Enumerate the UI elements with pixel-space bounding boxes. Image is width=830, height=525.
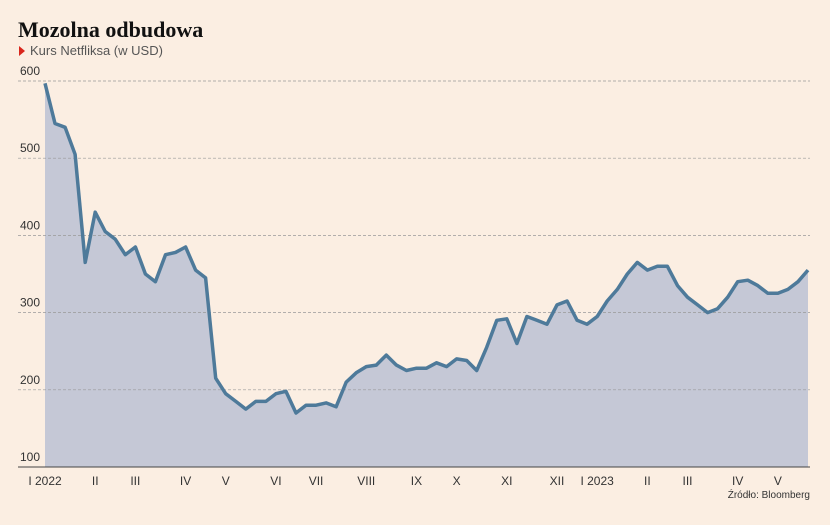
x-tick-label: V	[774, 474, 782, 488]
x-tick-label: III	[683, 474, 693, 488]
y-tick-label: 100	[20, 450, 40, 464]
x-tick-label: II	[92, 474, 99, 488]
chart-title: Mozolna odbudowa	[18, 17, 203, 42]
x-tick-label: V	[222, 474, 230, 488]
x-tick-label: VII	[309, 474, 324, 488]
x-tick-label: IV	[732, 474, 743, 488]
x-tick-label: VI	[270, 474, 281, 488]
chart-subtitle: Kurs Netfliksa (w USD)	[30, 43, 163, 58]
x-tick-label: XI	[501, 474, 512, 488]
bullet	[19, 46, 25, 56]
line	[43, 82, 810, 415]
y-tick-label: 300	[20, 296, 40, 310]
y-tick-label: 400	[20, 218, 40, 232]
x-tick-label: VIII	[357, 474, 375, 488]
x-tick-label: II	[644, 474, 651, 488]
x-tick-label: XII	[550, 474, 565, 488]
area	[45, 83, 808, 468]
x-tick-label: IV	[180, 474, 191, 488]
x-tick-label: IX	[411, 474, 422, 488]
y-tick-label: 200	[20, 373, 40, 387]
x-tick-label: I 2023	[580, 474, 614, 488]
x-tick-label: III	[130, 474, 140, 488]
x-tick-label: I 2022	[28, 474, 62, 488]
y-tick-label: 600	[20, 64, 40, 78]
source: Źródło: Bloomberg	[728, 488, 810, 501]
y-tick-label: 500	[20, 141, 40, 155]
x-tick-label: X	[453, 474, 461, 488]
